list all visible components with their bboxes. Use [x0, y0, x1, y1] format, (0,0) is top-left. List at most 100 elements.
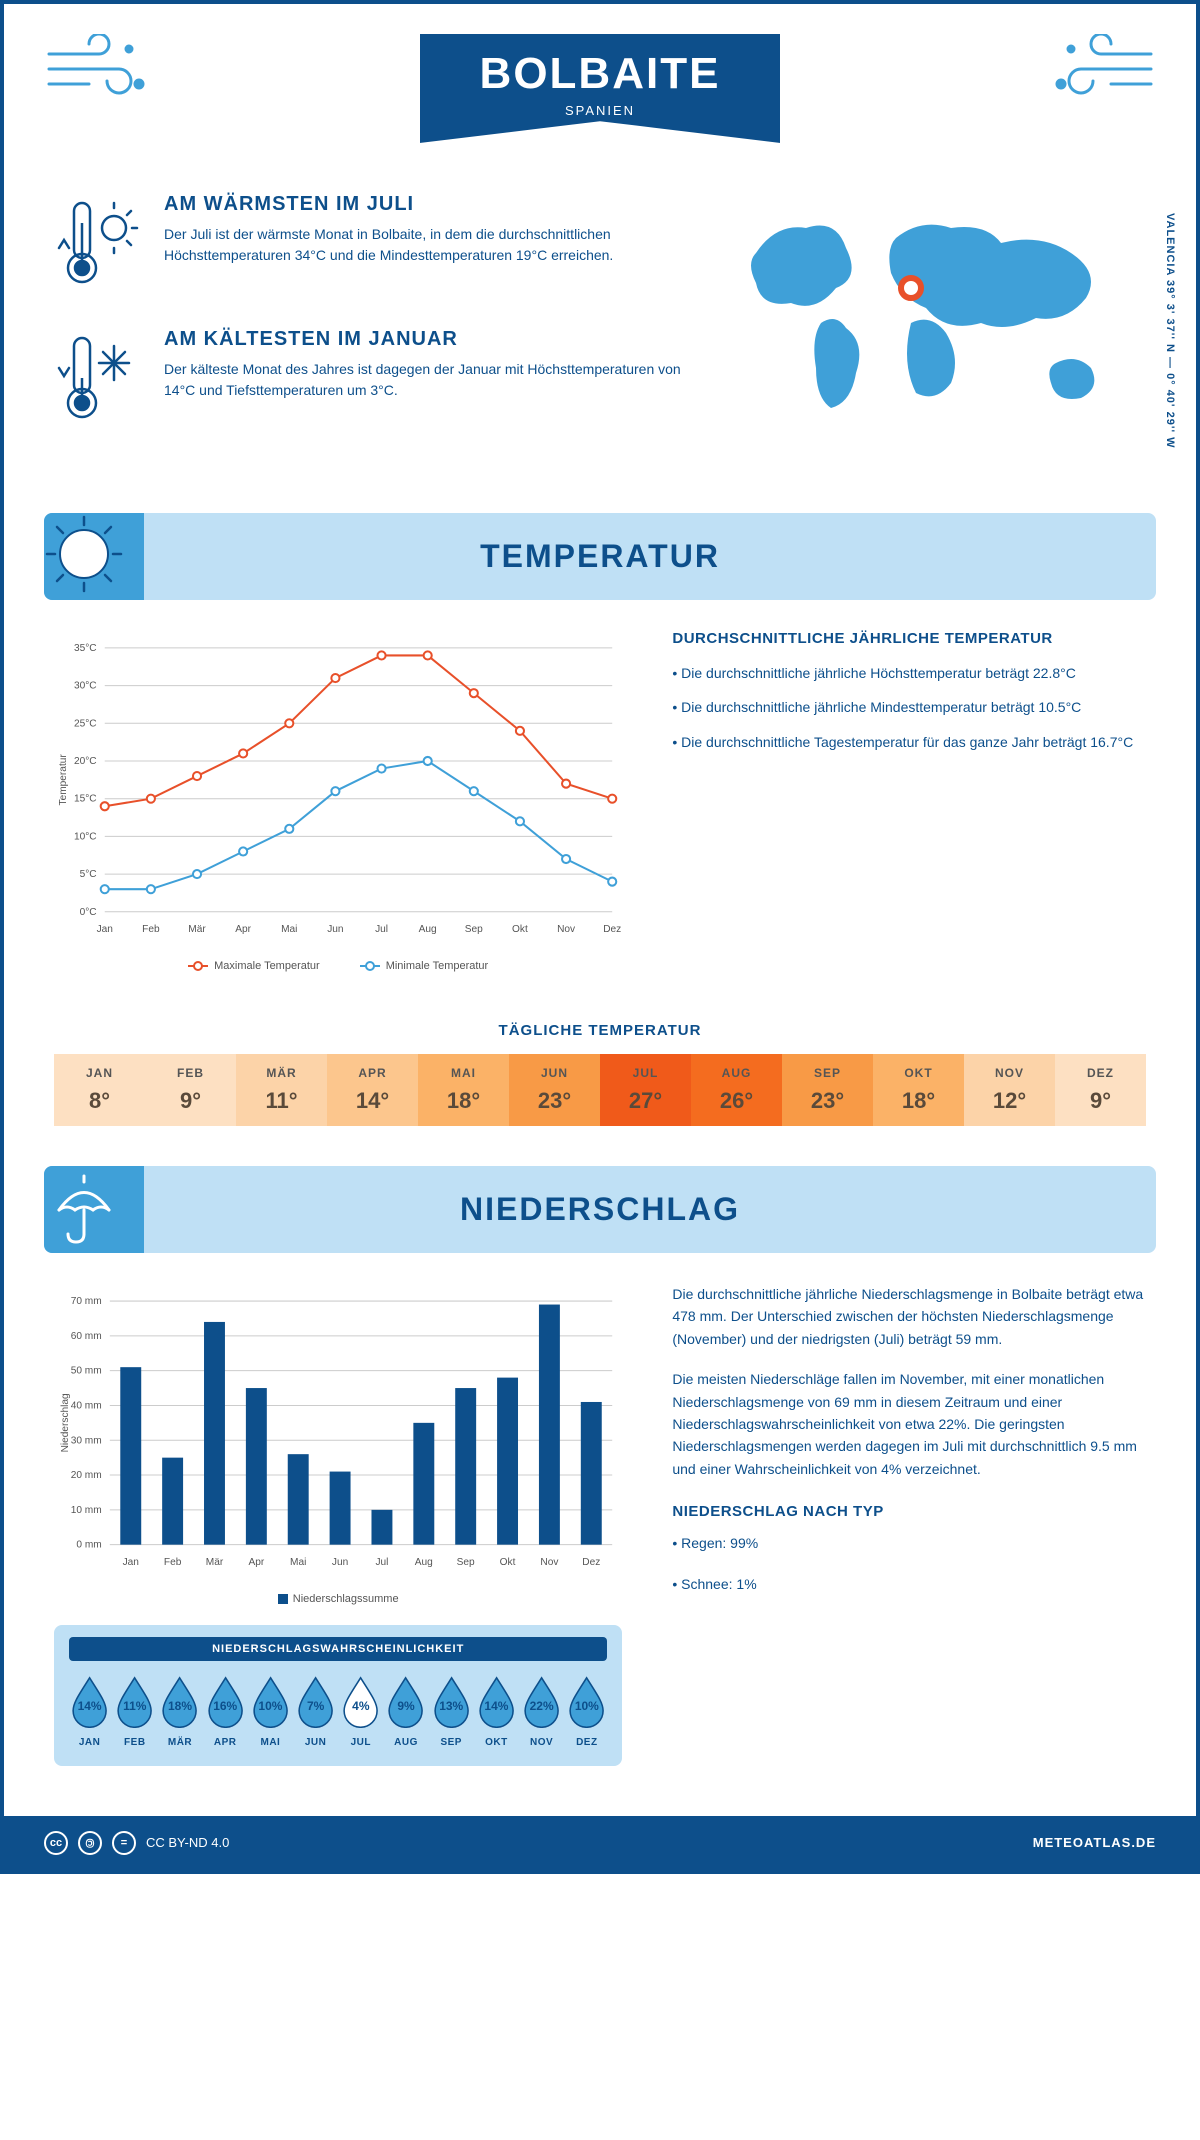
svg-text:Sep: Sep: [465, 924, 483, 935]
temp-bullet: • Die durchschnittliche jährliche Mindes…: [672, 696, 1146, 718]
svg-text:Jun: Jun: [332, 1557, 348, 1568]
svg-text:Dez: Dez: [603, 924, 621, 935]
svg-text:Nov: Nov: [557, 924, 576, 935]
svg-text:Okt: Okt: [500, 1557, 516, 1568]
svg-text:Dez: Dez: [582, 1557, 600, 1568]
svg-text:20°C: 20°C: [74, 756, 97, 767]
coordinates: VALENCIA 39° 3' 37'' N — 0° 40' 29'' W: [1164, 213, 1176, 449]
precip-text: Die durchschnittliche jährliche Niedersc…: [672, 1283, 1146, 1766]
daily-temp-cell: JAN8°: [54, 1054, 145, 1126]
daily-temp-cell: APR14°: [327, 1054, 418, 1126]
daily-temp-cell: AUG26°: [691, 1054, 782, 1126]
svg-text:Mär: Mär: [206, 1557, 224, 1568]
precip-type-bullet: • Regen: 99%: [672, 1532, 1146, 1554]
temp-legend: .legend-swatch[style*='#e8502a']::after{…: [54, 960, 622, 972]
svg-text:35°C: 35°C: [74, 643, 97, 654]
precip-prob-cell: 13%SEP: [431, 1673, 472, 1748]
svg-text:Jan: Jan: [97, 924, 113, 935]
by-icon: 🄯: [78, 1831, 102, 1855]
coldest-block: AM KÄLTESTEN IM JANUAR Der kälteste Mona…: [54, 328, 686, 433]
svg-text:Sep: Sep: [457, 1557, 475, 1568]
daily-temp-heading: TÄGLICHE TEMPERATUR: [4, 1022, 1196, 1039]
precip-prob-cell: 10%DEZ: [566, 1673, 607, 1748]
svg-text:Mai: Mai: [290, 1557, 306, 1568]
header: BOLBAITE SPANIEN: [4, 4, 1196, 163]
footer: cc 🄯 = CC BY-ND 4.0 METEOATLAS.DE: [4, 1816, 1196, 1870]
svg-text:30 mm: 30 mm: [71, 1435, 102, 1446]
svg-text:10°C: 10°C: [74, 831, 97, 842]
title-ribbon: BOLBAITE SPANIEN: [420, 34, 781, 143]
temp-bullet: • Die durchschnittliche Tagestemperatur …: [672, 731, 1146, 753]
legend-item: .legend-swatch[style*='#e8502a']::after{…: [188, 960, 320, 972]
svg-text:Jun: Jun: [327, 924, 343, 935]
svg-text:Jul: Jul: [375, 1557, 388, 1568]
svg-text:15°C: 15°C: [74, 794, 97, 805]
svg-text:Feb: Feb: [164, 1557, 182, 1568]
daily-temp-cell: SEP23°: [782, 1054, 873, 1126]
precip-chart: 0 mm10 mm20 mm30 mm40 mm50 mm60 mm70 mmN…: [54, 1283, 622, 1605]
legend-item: .legend-swatch[style*='#3fa0d8']::after{…: [360, 960, 489, 972]
daily-temp-cell: NOV12°: [964, 1054, 1055, 1126]
location-title: BOLBAITE: [480, 49, 721, 99]
world-map: VALENCIA 39° 3' 37'' N — 0° 40' 29'' W: [726, 193, 1146, 463]
precip-para: Die meisten Niederschläge fallen im Nove…: [672, 1368, 1146, 1480]
coldest-heading: AM KÄLTESTEN IM JANUAR: [164, 328, 686, 351]
svg-text:Jul: Jul: [375, 924, 388, 935]
precip-prob-cell: 11%FEB: [114, 1673, 155, 1748]
warmest-text: Der Juli ist der wärmste Monat in Bolbai…: [164, 224, 686, 266]
precip-row: 0 mm10 mm20 mm30 mm40 mm50 mm60 mm70 mmN…: [4, 1283, 1196, 1786]
svg-text:60 mm: 60 mm: [71, 1331, 102, 1342]
sun-icon: [44, 513, 144, 600]
svg-text:0 mm: 0 mm: [76, 1540, 101, 1551]
hot-thermometer-icon: [54, 193, 144, 298]
svg-text:Nov: Nov: [540, 1557, 559, 1568]
svg-text:Aug: Aug: [415, 1557, 433, 1568]
svg-text:Jan: Jan: [123, 1557, 139, 1568]
precip-prob-cell: 10%MAI: [250, 1673, 291, 1748]
svg-text:Apr: Apr: [248, 1557, 264, 1568]
daily-temp-cell: OKT18°: [873, 1054, 964, 1126]
svg-text:Niederschlag: Niederschlag: [60, 1393, 71, 1452]
svg-text:10 mm: 10 mm: [71, 1505, 102, 1516]
wind-icon: [44, 34, 154, 109]
precip-prob-cell: 14%JAN: [69, 1673, 110, 1748]
svg-text:70 mm: 70 mm: [71, 1296, 102, 1307]
info-section: AM WÄRMSTEN IM JULI Der Juli ist der wär…: [4, 163, 1196, 503]
precip-prob-heading: NIEDERSCHLAGSWAHRSCHEINLICHKEIT: [69, 1637, 607, 1661]
precip-prob-cell: 4%JUL: [340, 1673, 381, 1748]
footer-license: cc 🄯 = CC BY-ND 4.0: [44, 1831, 229, 1855]
svg-text:Temperatur: Temperatur: [58, 754, 69, 806]
svg-text:30°C: 30°C: [74, 681, 97, 692]
svg-text:Okt: Okt: [512, 924, 528, 935]
warmest-block: AM WÄRMSTEN IM JULI Der Juli ist der wär…: [54, 193, 686, 298]
page: BOLBAITE SPANIEN AM WÄRMSTEN IM JULI Der…: [0, 0, 1200, 1874]
svg-text:Mai: Mai: [281, 924, 297, 935]
svg-text:5°C: 5°C: [80, 869, 97, 880]
precip-legend: Niederschlagssumme: [54, 1593, 622, 1605]
temp-section-banner: TEMPERATUR: [44, 513, 1156, 600]
svg-text:Apr: Apr: [235, 924, 251, 935]
temp-row: 0°C5°C10°C15°C20°C25°C30°C35°CJanFebMärA…: [4, 630, 1196, 992]
footer-brand: METEOATLAS.DE: [1033, 1835, 1156, 1850]
precip-prob-cell: 16%APR: [205, 1673, 246, 1748]
precip-type-heading: NIEDERSCHLAG NACH TYP: [672, 1500, 1146, 1524]
daily-temp-cell: FEB9°: [145, 1054, 236, 1126]
svg-text:Aug: Aug: [419, 924, 437, 935]
temp-heading: TEMPERATUR: [44, 538, 1156, 575]
precip-prob-cell: 14%OKT: [476, 1673, 517, 1748]
daily-temp-table: JAN8°FEB9°MÄR11°APR14°MAI18°JUN23°JUL27°…: [54, 1054, 1146, 1126]
svg-text:20 mm: 20 mm: [71, 1470, 102, 1481]
wind-icon: [1046, 34, 1156, 109]
precip-prob-box: NIEDERSCHLAGSWAHRSCHEINLICHKEIT 14%JAN11…: [54, 1625, 622, 1766]
precip-para: Die durchschnittliche jährliche Niedersc…: [672, 1283, 1146, 1350]
temp-summary: DURCHSCHNITTLICHE JÄHRLICHE TEMPERATUR •…: [672, 630, 1146, 972]
daily-temp-cell: DEZ9°: [1055, 1054, 1146, 1126]
svg-text:0°C: 0°C: [80, 907, 97, 918]
daily-temp-cell: MÄR11°: [236, 1054, 327, 1126]
daily-temp-cell: MAI18°: [418, 1054, 509, 1126]
svg-text:25°C: 25°C: [74, 718, 97, 729]
temp-chart: 0°C5°C10°C15°C20°C25°C30°C35°CJanFebMärA…: [54, 630, 622, 972]
cc-icon: cc: [44, 1831, 68, 1855]
precip-type-bullet: • Schnee: 1%: [672, 1573, 1146, 1595]
svg-text:Feb: Feb: [142, 924, 160, 935]
